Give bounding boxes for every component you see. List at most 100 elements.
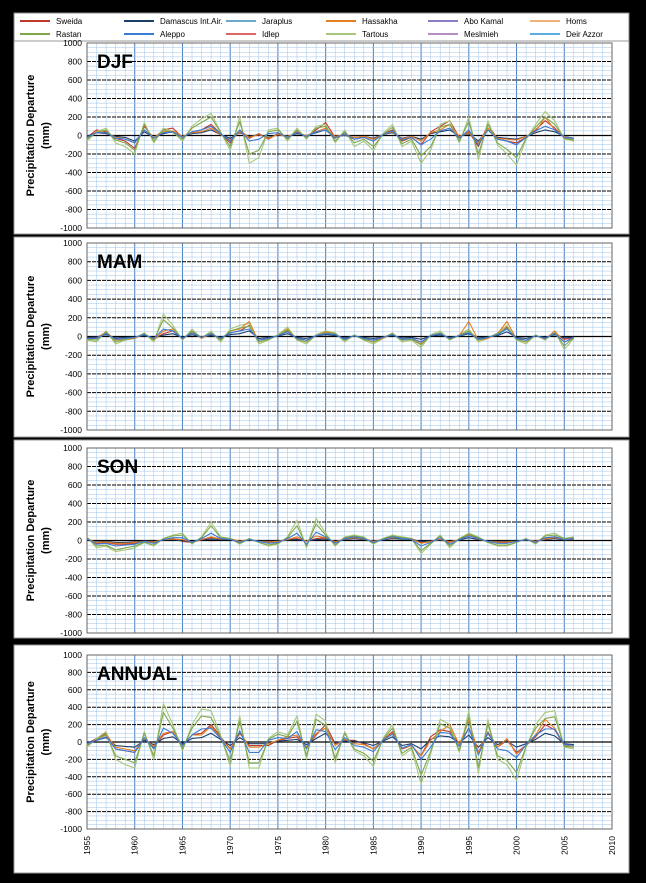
legend-entry: Rastan [20, 30, 81, 39]
y-tick-label: 1000 [63, 38, 82, 48]
y-axis-label: Precipitation Departure [25, 480, 37, 602]
y-tick-label: -1000 [60, 628, 82, 638]
panel-frame [13, 644, 630, 874]
y-tick-label: -400 [65, 168, 82, 178]
panel-son: 1000 800 600 400 200 0 -200 -400 -600 -800 -1000 Pr… [13, 439, 630, 639]
y-tick-label: 800 [68, 462, 82, 472]
legend-label: Sweida [56, 17, 83, 26]
y-tick-label: 0 [77, 332, 82, 342]
legend-label: Abo Kamal [464, 17, 503, 26]
y-tick-label: -600 [65, 186, 82, 196]
legend-label: Meslmieh [464, 30, 498, 39]
y-tick-label: 200 [68, 517, 82, 527]
y-tick-label: 400 [68, 94, 82, 104]
y-tick-label: 600 [68, 480, 82, 490]
y-tick-label: -200 [65, 754, 82, 764]
y-tick-label: -800 [65, 610, 82, 620]
legend-label: Homs [566, 17, 587, 26]
legend-entry: Aleppo [124, 30, 185, 39]
legend-label: Tartous [362, 30, 388, 39]
legend: Sweida Damascus Int.Air. Jaraplus Hassak… [13, 12, 630, 42]
y-tick-label: -600 [65, 591, 82, 601]
legend-label: Damascus Int.Air. [160, 17, 223, 26]
legend-entry: Tartous [326, 30, 388, 39]
plot-area-border [86, 447, 613, 634]
legend-background [13, 12, 630, 42]
y-axis-label-units: (mm) [40, 122, 52, 149]
y-axis-label: Precipitation Departure [25, 681, 37, 803]
x-tick-label: 1970 [225, 836, 235, 855]
y-axis-label-units: (mm) [40, 527, 52, 554]
legend-label: Jaraplus [262, 17, 292, 26]
x-tick-label: 1980 [321, 836, 331, 855]
series-line-aleppo [86, 125, 574, 146]
x-axis: 1955 1960 1965 1970 1975 1980 1985 1990 1995 2000… [82, 836, 617, 855]
panel-label: SON [97, 457, 138, 478]
y-tick-label: -200 [65, 149, 82, 159]
x-tick-label: 1955 [82, 836, 92, 855]
y-tick-label: 400 [68, 702, 82, 712]
y-tick-label: 1000 [63, 650, 82, 660]
plot-area-border [86, 242, 613, 431]
y-tick-label: -400 [65, 772, 82, 782]
legend-entry: Hassakha [326, 17, 398, 26]
y-tick-label: -200 [65, 554, 82, 564]
x-tick-label: 2010 [607, 836, 617, 855]
legend-label: Idlep [262, 30, 280, 39]
y-tick-label: -1000 [60, 425, 82, 435]
panel-label: MAM [97, 252, 142, 273]
y-tick-label: -600 [65, 388, 82, 398]
panel-mam: 1000 800 600 400 200 0 -200 -400 -600 -800 -1000 Pr… [13, 236, 630, 438]
y-tick-label: 800 [68, 667, 82, 677]
series-line-aleppo [87, 328, 575, 343]
y-tick-label: -1000 [60, 824, 82, 834]
y-tick-label: 0 [77, 536, 82, 546]
y-tick-label: -800 [65, 406, 82, 416]
y-tick-label: -800 [65, 205, 82, 215]
legend-entry: Abo Kamal [428, 17, 503, 26]
y-tick-label: 600 [68, 685, 82, 695]
panels: 10008006004002000-200-400-600-800-1000Pr… [13, 38, 630, 874]
y-tick-label: 1000 [63, 238, 82, 248]
legend-label: Hassakha [362, 17, 398, 26]
y-tick-label: -400 [65, 369, 82, 379]
legend-entry: Jaraplus [226, 17, 292, 26]
legend-entry: Damascus Int.Air. [124, 17, 223, 26]
panel-label: ANNUAL [97, 664, 178, 685]
plot-area-border [86, 42, 613, 229]
x-tick-label: 2005 [559, 836, 569, 855]
legend-entry: Idlep [226, 30, 280, 39]
y-axis-label: Precipitation Departure [25, 276, 37, 398]
y-axis-label: Precipitation Departure [25, 75, 37, 197]
y-tick-label: -1000 [60, 223, 82, 233]
y-tick-label: -600 [65, 789, 82, 799]
y-tick-label: 1000 [63, 443, 82, 453]
x-tick-label: 1965 [177, 836, 187, 855]
y-tick-label: 600 [68, 75, 82, 85]
y-tick-label: -200 [65, 350, 82, 360]
x-tick-label: 1975 [273, 836, 283, 855]
legend-label: Deir Azzor [566, 30, 603, 39]
y-tick-label: -800 [65, 807, 82, 817]
legend-label: Rastan [56, 30, 81, 39]
x-tick-label: 1985 [368, 836, 378, 855]
series-line-aleppo [86, 727, 574, 760]
y-tick-label: 0 [77, 737, 82, 747]
panel-annual: 1000 800 600 400 2000 -200 -400 -600 -800 -1000 Pr… [13, 644, 630, 874]
legend-label: Aleppo [160, 30, 185, 39]
y-axis-label-units: (mm) [40, 323, 52, 350]
y-tick-label: -400 [65, 573, 82, 583]
y-tick-label: 400 [68, 294, 82, 304]
series-line-aleppo [86, 531, 574, 547]
x-tick-label: 2000 [512, 836, 522, 855]
y-tick-label: 200 [68, 313, 82, 323]
legend-entry: Sweida [20, 17, 83, 26]
y-tick-label: 600 [68, 275, 82, 285]
plot-area-border [86, 654, 613, 830]
x-tick-label: 1990 [416, 836, 426, 855]
y-tick-label: 800 [68, 257, 82, 267]
x-tick-label: 1995 [464, 836, 474, 855]
y-tick-label: 0 [77, 131, 82, 141]
x-tick-label: 1960 [130, 836, 140, 855]
